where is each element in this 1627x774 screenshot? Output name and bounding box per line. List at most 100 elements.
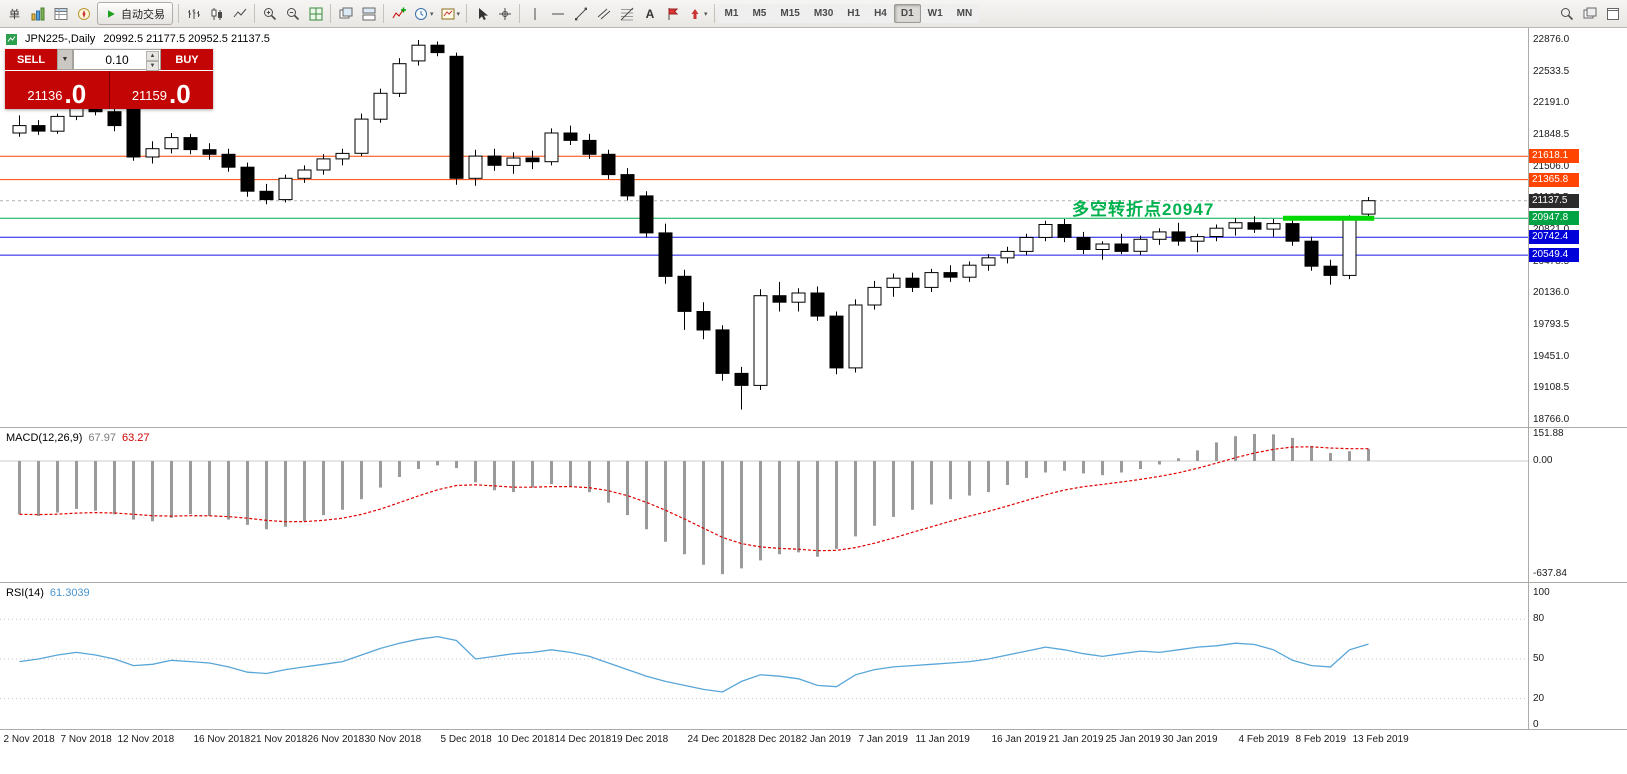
cascade-windows-button[interactable] <box>334 2 357 25</box>
timeframe-m30-button[interactable]: M30 <box>806 4 841 23</box>
market-watch-icon <box>31 7 44 20</box>
candle <box>1057 224 1072 238</box>
rsi-label: RSI(14) 61.3039 <box>6 587 90 599</box>
channel-button[interactable] <box>592 2 615 25</box>
macd-name: MACD(12,26,9) <box>6 432 83 444</box>
candle <box>12 125 27 134</box>
timeframe-m1-button[interactable]: M1 <box>717 4 746 23</box>
data-window-button[interactable] <box>49 2 72 25</box>
candle <box>848 304 863 369</box>
clock-icon <box>415 7 427 20</box>
horizontal-line-button[interactable] <box>546 2 569 25</box>
macd-axis[interactable]: 151.88 0.00 -637.84 <box>1528 428 1627 582</box>
price-tag: 21618.1 <box>1529 149 1579 164</box>
macd-axis-label: 0.00 <box>1533 455 1553 466</box>
timeframe-m15-button[interactable]: M15 <box>773 4 807 23</box>
date-label: 16 Nov 2018 <box>193 734 251 745</box>
price-tag: 21365.8 <box>1529 172 1579 187</box>
timeframe-m5-button[interactable]: M5 <box>745 4 774 23</box>
candle <box>468 155 483 179</box>
bar-chart-button[interactable] <box>182 2 205 25</box>
rsi-axis[interactable]: 100 80 50 20 0 <box>1528 583 1627 729</box>
price-tag: 21137.5 <box>1529 193 1579 208</box>
quantity-stepper[interactable]: ▲ ▼ <box>146 51 159 71</box>
templates-button[interactable]: ▾ <box>437 2 464 25</box>
sell-price-button[interactable]: 21136.0 <box>5 71 109 109</box>
zoom-in-button[interactable] <box>258 2 281 25</box>
volume-input[interactable]: 0.10 ▲ ▼ <box>73 49 161 71</box>
price-axis-label: 19108.5 <box>1533 382 1570 394</box>
new-order-button[interactable]: 单 <box>3 2 26 25</box>
trendline-button[interactable] <box>569 2 592 25</box>
channel-icon <box>597 8 610 19</box>
arrows-button[interactable]: ▾ <box>684 2 711 25</box>
toolbar-separator <box>713 4 715 23</box>
date-label: 30 Nov 2018 <box>364 734 422 745</box>
toolbar-separator <box>330 4 331 23</box>
zoom-out-button[interactable] <box>281 2 304 25</box>
date-label: 7 Nov 2018 <box>60 734 112 745</box>
timeframe-d1-button[interactable]: D1 <box>893 4 921 23</box>
stepper-up-icon[interactable]: ▲ <box>146 51 159 61</box>
date-label: 11 Jan 2019 <box>915 734 970 745</box>
timeframe-w1-button[interactable]: W1 <box>920 4 950 23</box>
pivot-annotation[interactable]: 多空转折点20947 <box>1072 200 1215 219</box>
chart-symbol-label: JPN225-,Daily <box>25 33 96 45</box>
candle <box>620 174 635 197</box>
rsi-canvas[interactable] <box>0 583 1528 729</box>
date-label: 19 Dec 2018 <box>611 734 669 745</box>
tile-horizontal-icon <box>362 7 375 20</box>
candle <box>962 264 977 278</box>
chart-window: JPN225-,Daily 20992.5 21177.5 20952.5 21… <box>0 28 1627 750</box>
macd-value: 67.97 <box>88 432 116 444</box>
window-cascade-button[interactable] <box>1578 2 1601 25</box>
time-axis[interactable]: 2 Nov 2018 7 Nov 2018 12 Nov 2018 16 Nov 20… <box>0 730 1627 750</box>
data-window-icon <box>54 7 67 20</box>
vertical-line-button[interactable] <box>523 2 546 25</box>
autotrade-button[interactable]: 自动交易 <box>97 2 173 25</box>
candle <box>1361 200 1376 215</box>
fibonacci-button[interactable] <box>615 2 638 25</box>
candle <box>1247 222 1262 230</box>
timeframe-h1-button[interactable]: H1 <box>840 4 868 23</box>
crosshair-button[interactable] <box>493 2 516 25</box>
price-axis[interactable]: 22876.022533.522191.021848.521506.021163… <box>1528 28 1627 427</box>
macd-axis-label: 151.88 <box>1533 428 1564 439</box>
candlestick-button[interactable] <box>205 2 228 25</box>
buy-button[interactable]: BUY <box>161 49 213 70</box>
autotrade-label: 自动交易 <box>121 8 165 21</box>
candle <box>183 137 198 151</box>
date-label: 8 Feb 2019 <box>1295 734 1347 745</box>
candle <box>677 275 692 312</box>
candle <box>221 153 236 168</box>
price-chart-canvas[interactable] <box>0 28 1528 427</box>
sell-button[interactable]: SELL <box>5 49 57 70</box>
line-chart-button[interactable] <box>228 2 251 25</box>
tile-horizontal-button[interactable] <box>357 2 380 25</box>
timeframe-mn-button[interactable]: MN <box>949 4 980 23</box>
window-cascade-icon <box>1583 7 1596 18</box>
indicators-button[interactable] <box>387 2 410 25</box>
price-axis-label: 20821.0 <box>1533 224 1569 235</box>
navigator-button[interactable] <box>72 2 95 25</box>
candle <box>715 329 730 374</box>
label-button[interactable] <box>661 2 684 25</box>
text-button[interactable]: A <box>638 2 661 25</box>
window-maximize-button[interactable] <box>1601 2 1624 25</box>
cursor-button[interactable] <box>470 2 493 25</box>
tile-windows-button[interactable] <box>304 2 327 25</box>
price-axis-label: 20136.0 <box>1533 287 1570 299</box>
candle <box>1076 237 1091 250</box>
periods-button[interactable]: ▾ <box>410 2 437 25</box>
stepper-down-icon[interactable]: ▼ <box>146 61 159 71</box>
new-order-label: 单 <box>9 8 20 21</box>
search-button[interactable] <box>1555 2 1578 25</box>
market-watch-button[interactable] <box>26 2 49 25</box>
candle <box>886 277 901 288</box>
price-axis-label: 22876.0 <box>1533 34 1570 45</box>
trade-options-dropdown[interactable]: ▼ <box>57 49 73 70</box>
trade-panel-prices: 21136.0 21159.0 <box>5 71 213 109</box>
buy-price-button[interactable]: 21159.0 <box>109 71 213 109</box>
macd-canvas[interactable] <box>0 428 1528 582</box>
timeframe-h4-button[interactable]: H4 <box>867 4 894 23</box>
